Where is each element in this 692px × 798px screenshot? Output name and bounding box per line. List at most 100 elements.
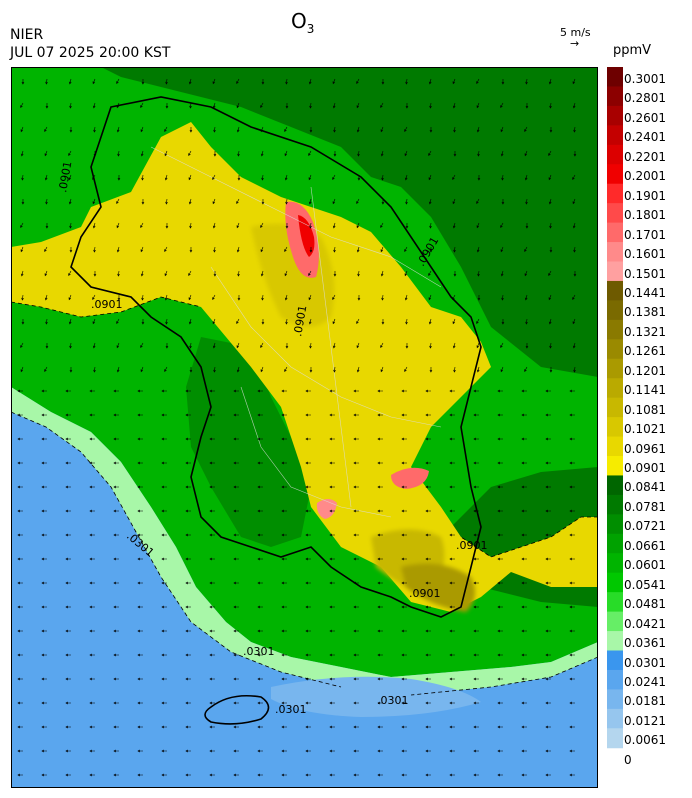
wind-arrow bbox=[500, 222, 504, 228]
wind-arrow bbox=[69, 222, 72, 229]
wind-arrow bbox=[332, 78, 336, 85]
legend-tick-label: 0.3001 bbox=[624, 72, 666, 86]
wind-arrow bbox=[476, 222, 480, 229]
wind-arrow bbox=[476, 198, 480, 204]
wind-arrow bbox=[164, 174, 168, 181]
wind-arrow bbox=[281, 485, 287, 489]
wind-arrow bbox=[356, 222, 360, 229]
organization-label: NIER bbox=[10, 27, 44, 43]
wind-arrow bbox=[185, 437, 191, 441]
wind-arrow bbox=[188, 174, 192, 181]
legend-tick-label: 0.0061 bbox=[624, 733, 666, 748]
wind-arrow bbox=[356, 198, 360, 204]
wind-arrow bbox=[261, 78, 265, 85]
legend-swatch bbox=[607, 86, 623, 107]
wind-arrow bbox=[548, 174, 552, 181]
wind-arrow bbox=[572, 342, 576, 349]
legend-tick-label: 0.0301 bbox=[624, 655, 666, 670]
wind-arrow bbox=[569, 629, 575, 633]
wind-arrow bbox=[92, 102, 96, 109]
wind-arrow bbox=[353, 653, 359, 657]
ozone-concentration-map: .0901 .0901 .0901 .0901 .0901 .0901 .030… bbox=[11, 67, 598, 788]
wind-arrow bbox=[381, 294, 384, 301]
wind-arrow bbox=[17, 677, 23, 681]
wind-arrow bbox=[257, 677, 263, 681]
wind-arrow bbox=[137, 533, 143, 537]
wind-arrow bbox=[161, 653, 167, 657]
wind-arrow bbox=[332, 102, 336, 109]
wind-arrow bbox=[284, 366, 288, 372]
wind-arrow bbox=[68, 318, 72, 325]
wind-arrow bbox=[189, 342, 192, 349]
wind-arrow bbox=[141, 174, 144, 181]
wind-arrow bbox=[41, 773, 47, 777]
wind-arrow bbox=[185, 413, 191, 417]
wind-arrow bbox=[428, 174, 432, 181]
wind-arrow bbox=[45, 78, 48, 85]
wind-arrow bbox=[473, 725, 479, 729]
wind-arrow bbox=[332, 318, 336, 325]
wind-arrow bbox=[428, 270, 432, 276]
wind-arrow bbox=[185, 581, 191, 585]
wind-arrow bbox=[356, 366, 360, 373]
wind-arrow bbox=[161, 629, 167, 633]
wind-arrow bbox=[377, 413, 383, 417]
wind-arrow bbox=[44, 270, 48, 277]
wind-arrow bbox=[401, 557, 407, 561]
wind-arrow bbox=[353, 461, 359, 465]
wind-arrow bbox=[401, 725, 407, 729]
wind-arrow bbox=[500, 126, 504, 133]
wind-arrow bbox=[41, 581, 47, 585]
wind-arrow bbox=[237, 270, 240, 277]
wind-arrow bbox=[329, 773, 335, 777]
wind-arrow bbox=[89, 581, 95, 585]
wind-arrow bbox=[212, 318, 216, 325]
wind-arrow bbox=[453, 126, 456, 133]
wind-arrow bbox=[545, 725, 551, 729]
wind-arrow bbox=[524, 294, 528, 301]
wind-arrow bbox=[93, 150, 97, 157]
wind-arrow bbox=[449, 461, 455, 465]
wind-arrow bbox=[425, 485, 431, 489]
wind-arrow bbox=[545, 413, 551, 417]
wind-arrow bbox=[473, 485, 479, 489]
wind-arrow bbox=[209, 773, 215, 777]
wind-arrow bbox=[309, 246, 313, 253]
wind-arrow bbox=[500, 150, 504, 157]
wind-arrow bbox=[137, 461, 143, 465]
wind-arrow bbox=[521, 437, 527, 441]
wind-arrow bbox=[356, 126, 360, 133]
wind-arrow bbox=[41, 677, 47, 681]
wind-arrow bbox=[381, 174, 384, 181]
wind-arrow bbox=[548, 294, 552, 301]
wind-arrow bbox=[260, 246, 264, 253]
wind-arrow bbox=[380, 222, 384, 228]
wind-arrow bbox=[521, 581, 527, 585]
wind-arrow bbox=[65, 557, 71, 561]
wind-arrow bbox=[473, 773, 479, 777]
wind-arrow bbox=[521, 629, 527, 633]
wind-arrow bbox=[161, 701, 167, 705]
wind-arrow bbox=[233, 749, 239, 753]
wind-arrow bbox=[569, 677, 575, 681]
wind-arrow bbox=[212, 342, 216, 349]
wind-arrow bbox=[401, 629, 407, 633]
wind-arrow bbox=[257, 749, 263, 753]
wind-arrow bbox=[140, 366, 144, 373]
legend-tick-label: 0.1201 bbox=[624, 363, 666, 378]
wind-arrow bbox=[261, 198, 265, 205]
legend-swatch bbox=[607, 300, 623, 321]
wind-arrow bbox=[404, 246, 408, 252]
wind-arrow bbox=[260, 150, 264, 157]
wind-arrow bbox=[141, 78, 145, 85]
wind-arrow bbox=[281, 413, 287, 417]
legend-tick-label: 0.0601 bbox=[624, 558, 666, 573]
wind-arrow bbox=[161, 533, 167, 537]
wind-arrow bbox=[20, 126, 24, 133]
wind-arrow bbox=[356, 318, 360, 324]
map-frame bbox=[11, 67, 598, 788]
wind-arrow bbox=[545, 581, 551, 585]
wind-arrow bbox=[185, 749, 191, 753]
wind-arrow bbox=[185, 533, 191, 537]
wind-arrow bbox=[113, 677, 119, 681]
